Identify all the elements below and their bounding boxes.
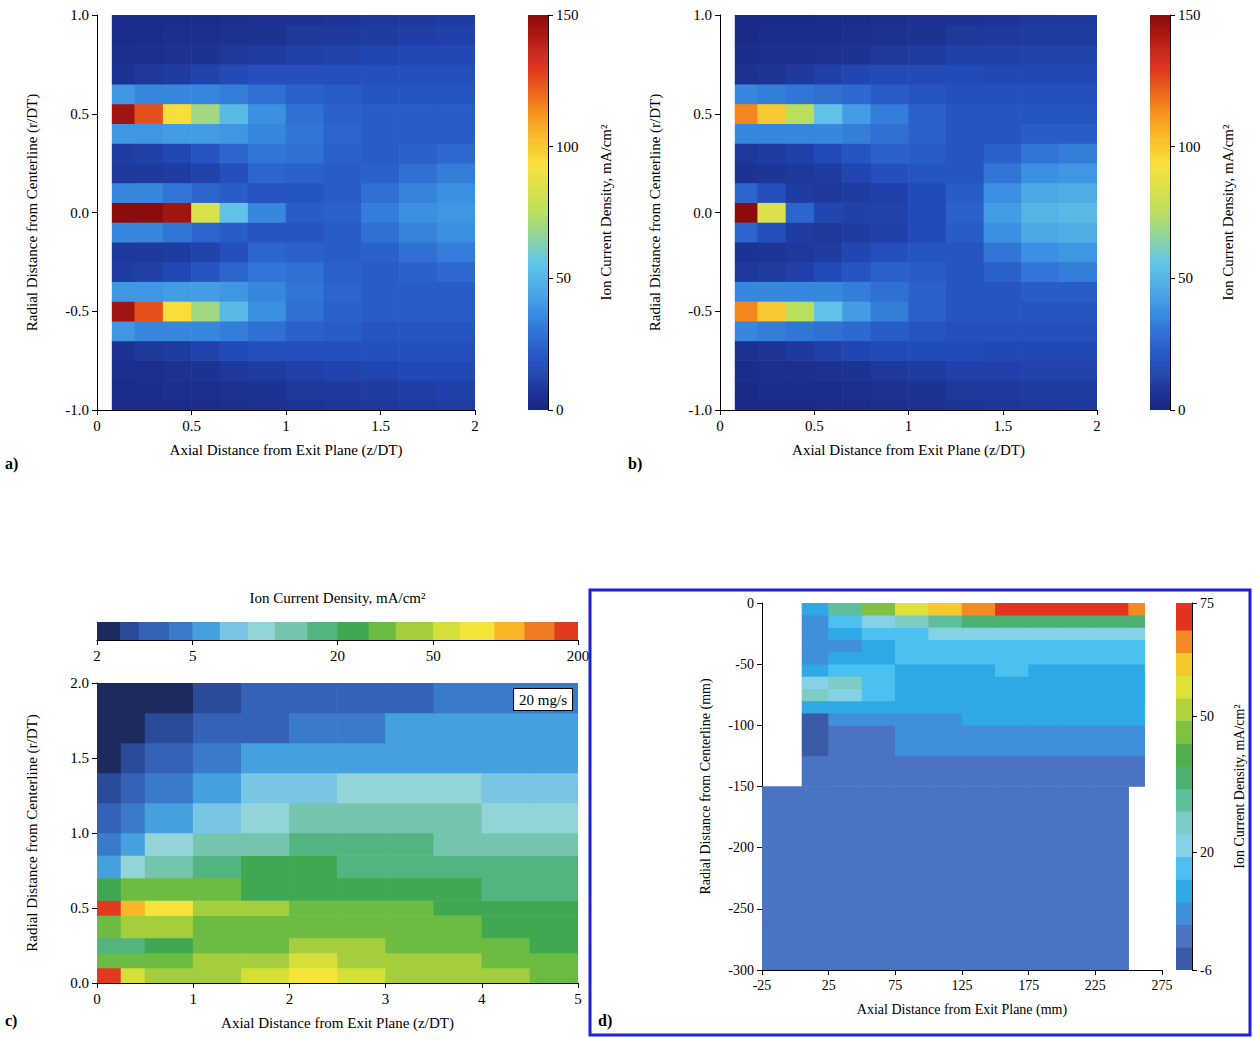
svg-text:100: 100: [556, 139, 579, 155]
svg-text:20: 20: [330, 648, 345, 664]
svg-text:2.0: 2.0: [70, 675, 89, 691]
svg-text:1.5: 1.5: [993, 418, 1012, 434]
svg-text:Ion Current Density, mA/cm²: Ion Current Density, mA/cm²: [250, 590, 426, 606]
svg-text:50: 50: [556, 270, 571, 286]
svg-text:1.5: 1.5: [371, 418, 390, 434]
svg-text:2: 2: [471, 418, 479, 434]
svg-text:Radial Distance from Centerlin: Radial Distance from Centerline (r/DT): [647, 94, 664, 331]
svg-text:Axial Distance from Exit Plane: Axial Distance from Exit Plane (z/DT): [792, 442, 1025, 459]
svg-text:0: 0: [1178, 402, 1186, 418]
svg-text:Radial Distance from Centerlin: Radial Distance from Centerline (mm): [698, 678, 714, 894]
svg-text:-300: -300: [728, 963, 754, 978]
svg-text:125: 125: [952, 978, 973, 993]
svg-text:Ion Current Density, mA/cm²: Ion Current Density, mA/cm²: [1220, 124, 1236, 300]
svg-text:4: 4: [478, 991, 486, 1007]
svg-text:225: 225: [1085, 978, 1106, 993]
svg-text:-1.0: -1.0: [688, 402, 712, 418]
svg-text:0.5: 0.5: [70, 900, 89, 916]
svg-text:20 mg/s: 20 mg/s: [519, 692, 567, 708]
svg-text:Radial Distance from Centerlin: Radial Distance from Centerline (r/DT): [24, 714, 41, 951]
svg-text:175: 175: [1018, 978, 1039, 993]
svg-text:0.5: 0.5: [182, 418, 201, 434]
svg-text:c): c): [5, 1012, 17, 1030]
svg-text:2: 2: [93, 648, 101, 664]
svg-text:-150: -150: [728, 779, 754, 794]
svg-text:0.5: 0.5: [805, 418, 824, 434]
svg-text:1.0: 1.0: [70, 825, 89, 841]
svg-text:50: 50: [1178, 270, 1193, 286]
svg-text:0: 0: [747, 596, 754, 611]
svg-text:275: 275: [1152, 978, 1173, 993]
svg-text:0.5: 0.5: [70, 106, 89, 122]
svg-text:-250: -250: [728, 901, 754, 916]
svg-text:0.0: 0.0: [693, 205, 712, 221]
svg-text:-1.0: -1.0: [65, 402, 89, 418]
svg-text:1.0: 1.0: [693, 7, 712, 23]
svg-text:b): b): [628, 455, 642, 473]
svg-text:Ion Current Density, mA/cm²: Ion Current Density, mA/cm²: [1232, 704, 1247, 868]
svg-text:75: 75: [1200, 596, 1214, 611]
svg-text:0: 0: [93, 418, 101, 434]
svg-text:0: 0: [93, 991, 101, 1007]
svg-text:-200: -200: [728, 840, 754, 855]
svg-text:Axial Distance from Exit Plane: Axial Distance from Exit Plane (z/DT): [170, 442, 403, 459]
svg-text:100: 100: [1178, 139, 1201, 155]
svg-text:1: 1: [282, 418, 290, 434]
svg-text:150: 150: [556, 7, 579, 23]
svg-text:0.5: 0.5: [693, 106, 712, 122]
svg-text:75: 75: [888, 978, 902, 993]
svg-text:a): a): [5, 455, 18, 473]
svg-text:Ion Current Density, mA/cm²: Ion Current Density, mA/cm²: [598, 124, 614, 300]
svg-text:50: 50: [426, 648, 441, 664]
svg-text:0: 0: [556, 402, 564, 418]
svg-text:-0.5: -0.5: [65, 303, 89, 319]
svg-text:0.0: 0.0: [70, 205, 89, 221]
svg-text:Axial Distance from Exit Plane: Axial Distance from Exit Plane (z/DT): [221, 1015, 454, 1032]
svg-text:1.5: 1.5: [70, 750, 89, 766]
svg-text:-50: -50: [735, 657, 754, 672]
svg-text:0.0: 0.0: [70, 975, 89, 991]
svg-text:-25: -25: [753, 978, 772, 993]
svg-text:50: 50: [1200, 709, 1214, 724]
svg-text:Radial Distance from Centerlin: Radial Distance from Centerline (r/DT): [24, 94, 41, 331]
svg-text:200: 200: [567, 648, 590, 664]
svg-text:1: 1: [189, 991, 197, 1007]
svg-text:-100: -100: [728, 718, 754, 733]
svg-text:3: 3: [382, 991, 390, 1007]
svg-text:-6: -6: [1200, 963, 1212, 978]
svg-text:1.0: 1.0: [70, 7, 89, 23]
svg-text:25: 25: [822, 978, 836, 993]
svg-text:0: 0: [716, 418, 724, 434]
svg-text:Axial Distance from Exit Plane: Axial Distance from Exit Plane (mm): [857, 1002, 1068, 1018]
svg-text:150: 150: [1178, 7, 1201, 23]
svg-text:5: 5: [189, 648, 197, 664]
svg-text:5: 5: [574, 991, 582, 1007]
svg-text:2: 2: [286, 991, 294, 1007]
svg-text:-0.5: -0.5: [688, 303, 712, 319]
svg-text:20: 20: [1200, 845, 1214, 860]
svg-text:d): d): [598, 1012, 612, 1030]
svg-text:2: 2: [1093, 418, 1101, 434]
svg-text:1: 1: [905, 418, 913, 434]
